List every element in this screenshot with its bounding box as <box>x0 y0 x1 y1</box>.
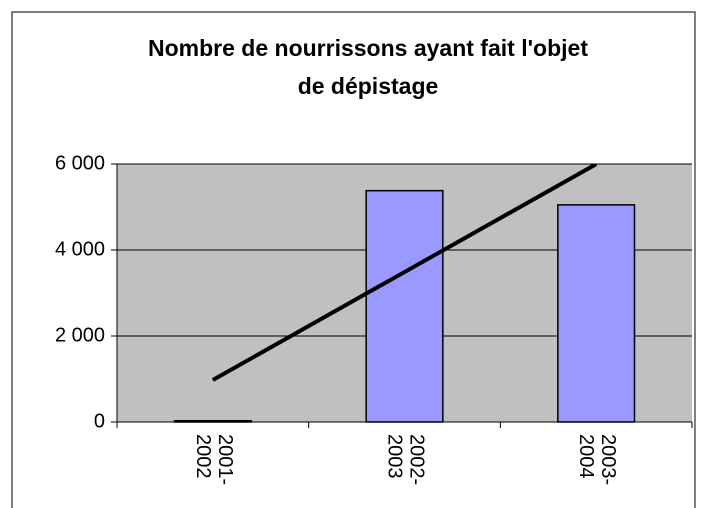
x-tick-label-line: 2004 <box>575 434 597 479</box>
x-tick-label: 2003-2004 <box>575 434 619 485</box>
x-tick-label: 2001-2002 <box>192 434 236 485</box>
bar <box>365 189 444 423</box>
chart-title: de dépistage <box>298 73 439 99</box>
x-tick-label-line: 2002- <box>405 434 427 485</box>
x-tick-label-line: 2002 <box>192 434 214 479</box>
y-tick-label: 4 000 <box>55 238 105 260</box>
trendline <box>211 164 598 382</box>
y-tick-label: 6 000 <box>55 152 105 174</box>
chart-title: Nombre de nourrissons ayant fait l'objet <box>148 35 588 61</box>
bar <box>557 204 636 423</box>
x-tick-label-line: 2001- <box>214 434 236 485</box>
x-tick-label: 2002-2003 <box>383 434 427 485</box>
y-tick-label: 2 000 <box>55 324 105 346</box>
y-tick-label: 0 <box>94 410 105 432</box>
x-tick-label-line: 2003- <box>597 434 619 485</box>
x-tick-label-line: 2003 <box>383 434 405 479</box>
